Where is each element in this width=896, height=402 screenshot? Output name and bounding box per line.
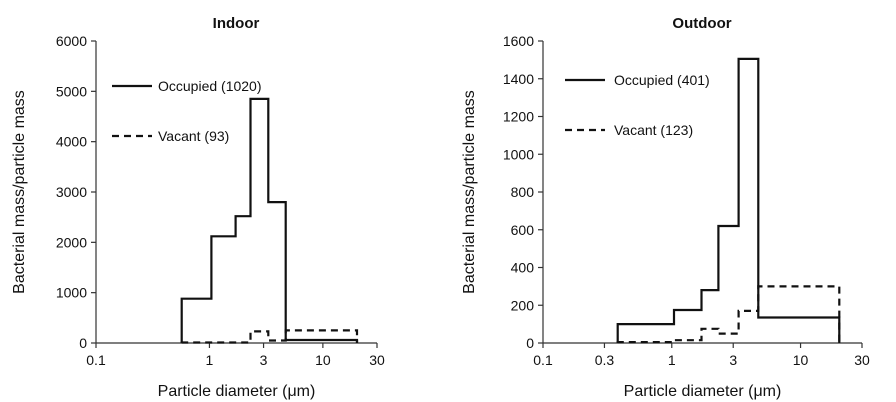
y-axis-label: Bacterial mass/particle mass: [11, 90, 28, 294]
x-tick-label: 30: [369, 352, 385, 368]
y-tick-label: 0: [526, 335, 534, 351]
x-tick-label: 10: [315, 352, 331, 368]
chart-title: Indoor: [213, 15, 260, 32]
chart-title: Outdoor: [672, 15, 731, 32]
y-axis-label: Bacterial mass/particle mass: [461, 90, 478, 294]
x-tick-label: 0.1: [86, 352, 106, 368]
x-tick-label: 0.3: [595, 352, 615, 368]
y-tick-label: 1600: [503, 33, 534, 49]
y-tick-label: 0: [79, 335, 87, 351]
y-tick-label: 600: [511, 222, 535, 238]
y-tick-label: 1200: [503, 109, 534, 125]
y-tick-label: 800: [511, 184, 535, 200]
y-tick-label: 2000: [56, 234, 87, 250]
x-tick-label: 1: [668, 352, 676, 368]
x-tick-label: 30: [854, 352, 870, 368]
x-axis-label: Particle diameter (μm): [624, 383, 782, 400]
x-tick-label: 10: [793, 352, 809, 368]
x-tick-label: 3: [729, 352, 737, 368]
y-tick-label: 400: [511, 260, 535, 276]
y-tick-label: 4000: [56, 134, 87, 150]
series-line-vacant: [180, 329, 359, 344]
x-tick-label: 3: [260, 352, 268, 368]
legend-label: Occupied (401): [614, 72, 710, 88]
y-tick-label: 200: [511, 297, 535, 313]
legend-label: Vacant (93): [158, 128, 229, 144]
x-tick-label: 0.1: [533, 352, 553, 368]
y-tick-label: 3000: [56, 184, 87, 200]
series-line-occupied: [180, 97, 359, 343]
y-tick-label: 1000: [503, 146, 534, 162]
y-tick-label: 1400: [503, 71, 534, 87]
legend-label: Occupied (1020): [158, 78, 262, 94]
series-line-occupied: [616, 57, 841, 343]
indoor-chart: Indoor 0 1000 2000 3000 4000 5000 6000 0.1 1 3 10 30…: [11, 15, 385, 400]
y-tick-label: 6000: [56, 33, 87, 49]
series-line-vacant: [616, 285, 841, 344]
x-tick-label: 1: [206, 352, 214, 368]
legend-label: Vacant (123): [614, 122, 693, 138]
y-tick-label: 1000: [56, 285, 87, 301]
outdoor-chart: Outdoor 0 200 400 600 800 1000 1200 1400 1600 0.1 0…: [461, 15, 870, 400]
x-axis-label: Particle diameter (μm): [158, 383, 316, 400]
y-tick-label: 5000: [56, 83, 87, 99]
